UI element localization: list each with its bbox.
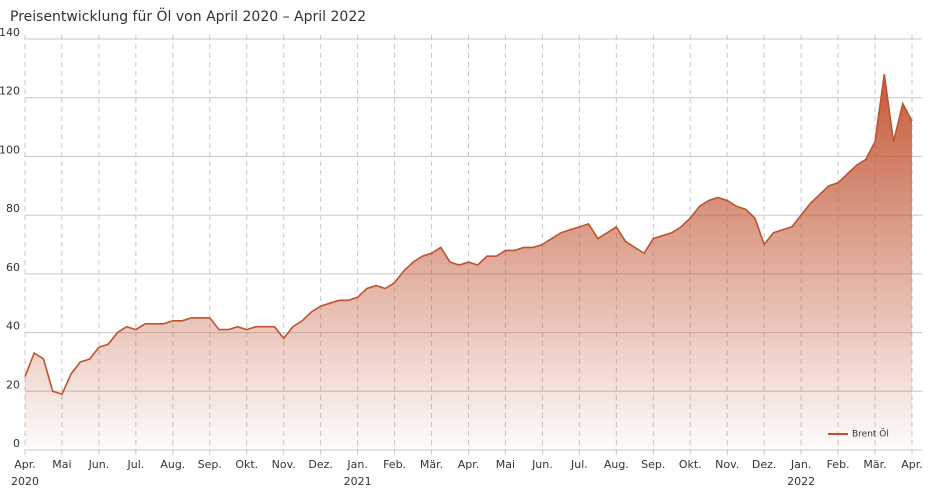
x-tick-label: Dez.	[752, 458, 777, 471]
y-tick-label: 20	[6, 378, 20, 391]
x-tick-label: Apr.	[458, 458, 480, 471]
x-tick-label: Jul.	[570, 458, 588, 471]
x-tick-label: Apr.	[14, 458, 36, 471]
y-tick-label: 120	[0, 85, 20, 98]
y-tick-label: 100	[0, 143, 20, 156]
x-tick-label: Mai	[496, 458, 515, 471]
x-tick-label: Nov.	[272, 458, 296, 471]
x-tick-label: Dez.	[308, 458, 333, 471]
y-tick-label: 0	[13, 437, 20, 450]
x-tick-label: Aug.	[604, 458, 629, 471]
x-tick-label: Jun.	[88, 458, 110, 471]
x-tick-label: Feb.	[383, 458, 406, 471]
y-tick-label: 80	[6, 202, 20, 215]
x-tick-label: Sep.	[198, 458, 222, 471]
x-tick-label: Okt.	[235, 458, 258, 471]
x-tick-label: Jan.	[346, 458, 367, 471]
x-tick-label: Jan.	[790, 458, 811, 471]
x-tick-label: Okt.	[679, 458, 702, 471]
x-tick-label: Jul.	[126, 458, 144, 471]
year-label: 2022	[787, 475, 815, 488]
x-tick-label: Apr.	[901, 458, 923, 471]
area	[25, 74, 912, 450]
x-tick-label: Jun.	[531, 458, 553, 471]
y-tick-label: 60	[6, 261, 20, 274]
x-tick-label: Aug.	[160, 458, 185, 471]
chart-title: Preisentwicklung für Öl von April 2020 –…	[10, 7, 366, 25]
x-tick-label: Mär.	[863, 458, 886, 471]
y-tick-label: 40	[6, 320, 20, 333]
x-tick-label: Mai	[52, 458, 71, 471]
year-label: 2021	[344, 475, 372, 488]
x-tick-label: Nov.	[715, 458, 739, 471]
x-tick-label: Mär.	[420, 458, 443, 471]
legend-label: Brent Öl	[852, 429, 889, 440]
year-label: 2020	[11, 475, 39, 488]
y-tick-label: 140	[0, 26, 20, 39]
line	[24, 74, 913, 396]
x-tick-label: Feb.	[827, 458, 850, 471]
x-tick-label: Sep.	[641, 458, 665, 471]
